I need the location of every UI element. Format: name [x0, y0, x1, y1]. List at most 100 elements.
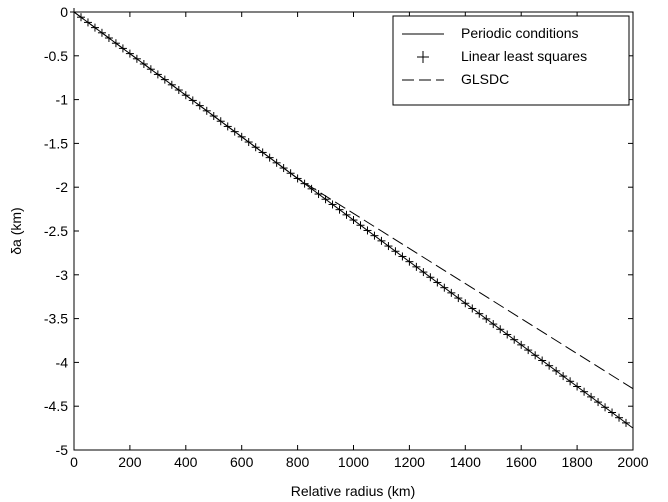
series-linear-least-squares-marker — [461, 299, 470, 308]
series-linear-least-squares-marker — [349, 216, 358, 225]
x-tick-label: 1200 — [394, 454, 425, 470]
series-linear-least-squares-marker — [559, 372, 568, 381]
x-tick-label: 1800 — [562, 454, 593, 470]
series-linear-least-squares-marker — [279, 164, 288, 173]
series-linear-least-squares-marker — [363, 226, 372, 235]
series-linear-least-squares-marker — [335, 205, 344, 214]
x-tick-label: 1400 — [450, 454, 481, 470]
y-tick-label: -2 — [56, 179, 69, 195]
series-linear-least-squares-marker — [398, 252, 407, 261]
series-linear-least-squares-marker — [209, 112, 218, 121]
series-linear-least-squares-marker — [391, 247, 400, 256]
series-linear-least-squares-marker — [426, 273, 435, 282]
legend-label: Linear least squares — [461, 48, 587, 64]
y-tick-label: -0.5 — [44, 48, 68, 64]
series-linear-least-squares-marker — [503, 330, 512, 339]
series-linear-least-squares-marker — [272, 158, 281, 167]
y-axis-label: δa (km) — [8, 207, 24, 254]
x-axis: 0 200 400 600 800 1000 1200 1400 1600 1800 2000 — [70, 12, 649, 470]
series-linear-least-squares-marker — [489, 320, 498, 329]
series-linear-least-squares-marker — [615, 413, 624, 422]
x-tick-label: 200 — [118, 454, 142, 470]
y-tick-label: -2.5 — [44, 223, 68, 239]
series-linear-least-squares-marker — [447, 288, 456, 297]
y-tick-label: -4.5 — [44, 398, 68, 414]
y-tick-label: -1 — [56, 92, 69, 108]
x-tick-label: 400 — [174, 454, 198, 470]
series-linear-least-squares-marker — [314, 190, 323, 199]
series-linear-least-squares-marker — [111, 39, 120, 48]
series-linear-least-squares-marker — [482, 314, 491, 323]
series-linear-least-squares-marker — [356, 221, 365, 230]
series-linear-least-squares-marker — [594, 398, 603, 407]
series-linear-least-squares-marker — [146, 65, 155, 74]
series-linear-least-squares-marker — [531, 351, 540, 360]
legend-swatch-linear-least-squares — [417, 51, 429, 63]
x-tick-label: 2000 — [617, 454, 648, 470]
legend: Periodic conditions Linear least squares G… — [392, 15, 630, 106]
series-linear-least-squares-marker — [230, 127, 239, 136]
x-tick-label: 1000 — [338, 454, 369, 470]
series-linear-least-squares-marker — [580, 387, 589, 396]
series-linear-least-squares-marker — [216, 117, 225, 126]
series-linear-least-squares-marker — [370, 231, 379, 240]
series-linear-least-squares-marker — [405, 257, 414, 266]
legend-box — [392, 15, 630, 106]
series-linear-least-squares-marker — [307, 184, 316, 193]
series-linear-least-squares-marker — [524, 346, 533, 355]
x-tick-label: 800 — [286, 454, 310, 470]
series-linear-least-squares-marker — [608, 408, 617, 417]
series-linear-least-squares-marker — [188, 96, 197, 105]
series-linear-least-squares-marker — [244, 138, 253, 147]
series-linear-least-squares-marker — [251, 143, 260, 152]
legend-label: Periodic conditions — [461, 25, 579, 41]
y-tick-label: -4 — [56, 354, 69, 370]
x-tick-label: 600 — [230, 454, 254, 470]
series-linear-least-squares-marker — [160, 75, 169, 84]
series-linear-least-squares-marker — [328, 200, 337, 209]
series-linear-least-squares-marker — [454, 294, 463, 303]
series-linear-least-squares-marker — [587, 392, 596, 401]
y-tick-label: -3 — [56, 267, 69, 283]
series-linear-least-squares-marker — [83, 18, 92, 27]
x-axis-label: Relative radius (km) — [291, 483, 415, 499]
series-linear-least-squares-marker — [118, 44, 127, 53]
series-linear-least-squares-marker — [433, 278, 442, 287]
series-linear-least-squares-marker — [286, 169, 295, 178]
series-linear-least-squares-marker — [342, 210, 351, 219]
series-linear-least-squares-marker — [566, 377, 575, 386]
series-linear-least-squares-marker — [125, 49, 134, 58]
series-linear-least-squares-marker — [321, 195, 330, 204]
series-linear-least-squares-marker — [174, 86, 183, 95]
series-linear-least-squares-marker — [90, 23, 99, 32]
series-linear-least-squares-marker — [517, 340, 526, 349]
series-linear-least-squares-marker — [132, 54, 141, 63]
series-linear-least-squares-marker — [538, 356, 547, 365]
series-linear-least-squares-marker — [202, 106, 211, 115]
series-linear-least-squares-marker — [510, 335, 519, 344]
y-tick-label: 0 — [60, 4, 68, 20]
series-linear-least-squares-marker — [552, 366, 561, 375]
series-linear-least-squares-marker — [419, 268, 428, 277]
series-linear-least-squares-marker — [384, 242, 393, 251]
series-linear-least-squares-marker — [545, 361, 554, 370]
x-tick-label: 0 — [70, 454, 78, 470]
series-linear-least-squares-marker — [237, 132, 246, 141]
series-linear-least-squares-marker — [153, 70, 162, 79]
series-linear-least-squares-marker — [223, 122, 232, 131]
series-linear-least-squares-marker — [573, 382, 582, 391]
series-linear-least-squares-marker — [622, 418, 631, 427]
y-tick-label: -3.5 — [44, 311, 68, 327]
series-linear-least-squares-marker — [258, 148, 267, 157]
series-linear-least-squares-marker — [181, 91, 190, 100]
y-tick-label: -5 — [56, 442, 69, 458]
series-linear-least-squares-marker — [468, 304, 477, 313]
series-linear-least-squares-marker — [377, 236, 386, 245]
series-linear-least-squares-marker — [412, 262, 421, 271]
x-tick-label: 1600 — [506, 454, 537, 470]
y-tick-label: -1.5 — [44, 135, 68, 151]
series-linear-least-squares-marker — [104, 34, 113, 43]
series-linear-least-squares-marker — [265, 153, 274, 162]
series-linear-least-squares-marker — [440, 283, 449, 292]
